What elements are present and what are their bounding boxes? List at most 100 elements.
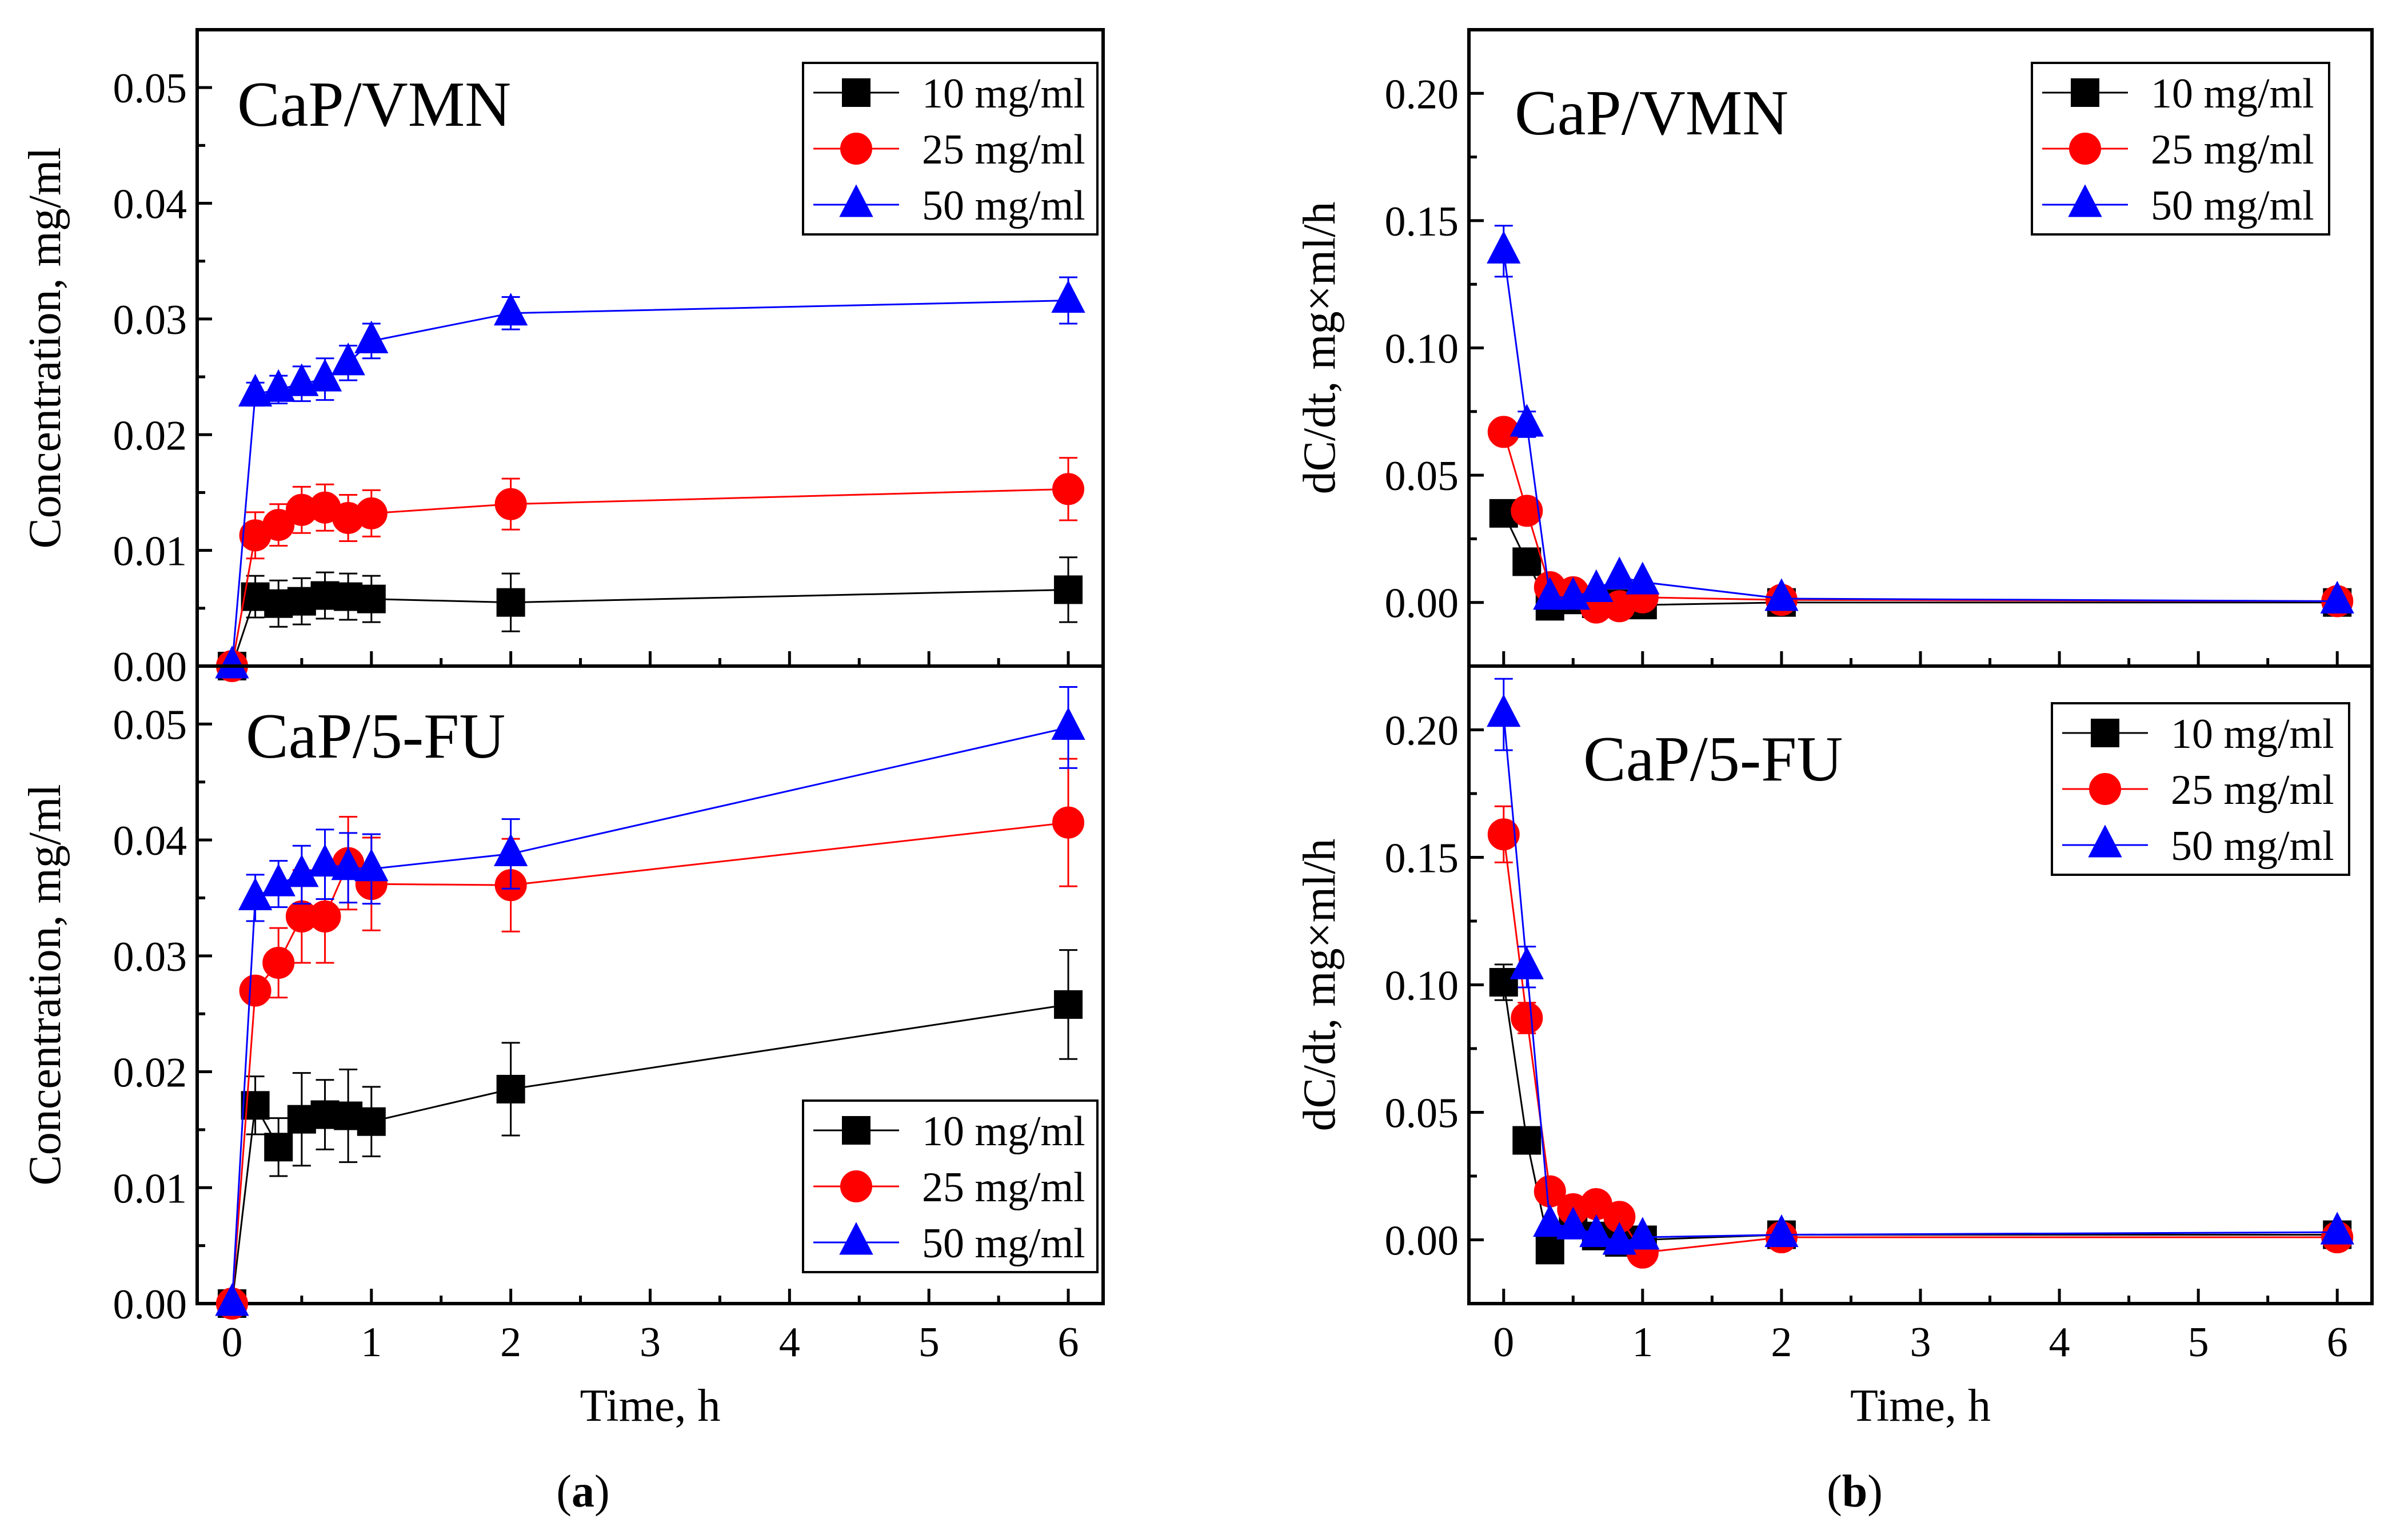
data-point	[494, 293, 528, 326]
y-tick-label: 0.00	[113, 1281, 187, 1328]
data-point	[1556, 1206, 1590, 1240]
y-tick-label: 0.00	[1385, 1218, 1459, 1265]
data-point	[1052, 806, 1085, 839]
x-tick-label: 1	[361, 1319, 382, 1366]
panel-title: CaP/VMN	[1515, 78, 1788, 149]
legend-marker	[840, 1170, 872, 1202]
chart-a-bottom: 0.00 0.01 0.02 0.03 0.04 0.05 0 1 2 3 4 5 6 Time, h Co…	[20, 664, 1105, 1431]
chart-a-top: 0.00 0.01 0.02 0.03 0.04 0.05 Concentration, m…	[20, 28, 1105, 691]
x-tick-label: 0	[1493, 1319, 1514, 1366]
data-point	[2320, 1212, 2354, 1245]
data-point	[2320, 580, 2354, 613]
data-point	[1054, 990, 1083, 1019]
data-point	[1511, 495, 1543, 527]
caption-b: (b)	[1827, 1467, 1883, 1517]
x-tick-label: 0	[221, 1319, 242, 1366]
chart-b-bottom: 0.00 0.05 0.10 0.15 0.20 0 1 2 3 4 5 6 Time, h dC/dt,…	[1295, 664, 2374, 1431]
panel-title: CaP/5-FU	[246, 701, 505, 772]
legend-label: 50 mg/ml	[2151, 182, 2314, 229]
data-point	[1579, 1214, 1614, 1248]
y-tick-label: 0.15	[1385, 835, 1459, 882]
data-point	[1487, 230, 1521, 264]
data-point	[1511, 1002, 1543, 1034]
y-tick-label: 0.04	[113, 818, 187, 864]
legend-label: 50 mg/ml	[922, 182, 1085, 229]
x-tick-label: 2	[500, 1319, 521, 1366]
data-point	[1051, 707, 1085, 740]
x-tick-label: 6	[2327, 1319, 2348, 1366]
data-point	[215, 1283, 249, 1316]
series-line	[1503, 834, 2338, 1254]
data-point	[1512, 547, 1542, 576]
data-point	[496, 588, 525, 617]
data-point	[262, 509, 295, 541]
caption-a-letter: a	[572, 1467, 594, 1517]
legend-marker	[839, 1222, 873, 1255]
data-point	[1602, 556, 1636, 589]
data-point	[1054, 575, 1083, 604]
legend-marker	[2068, 184, 2102, 217]
data-point	[354, 848, 389, 882]
y-tick-label: 0.03	[113, 297, 187, 344]
y-axis-title: Concentration, mg/ml	[20, 147, 70, 548]
data-point	[261, 369, 295, 402]
x-axis-title: Time, h	[1850, 1381, 1991, 1431]
legend-marker	[839, 184, 873, 217]
legend-marker	[2089, 773, 2121, 805]
data-point	[239, 974, 271, 1007]
data-point	[496, 1074, 525, 1103]
legend-marker	[2069, 133, 2101, 165]
data-point	[285, 854, 319, 887]
x-axis-title: Time, h	[580, 1381, 720, 1431]
y-tick-label: 0.04	[113, 181, 187, 228]
data-point	[1510, 946, 1544, 979]
y-tick-label: 0.05	[113, 702, 187, 748]
data-point	[1051, 280, 1085, 313]
data-point	[1510, 404, 1544, 437]
caption-b-letter: b	[1842, 1467, 1868, 1517]
y-tick-label: 0.03	[113, 934, 187, 981]
legend-label: 10 mg/ml	[2171, 711, 2334, 758]
y-tick-label: 0.01	[113, 528, 187, 575]
y-axis-title: dC/dt, mg×ml/h	[1295, 839, 1345, 1131]
legend-label: 25 mg/ml	[2171, 767, 2334, 814]
data-point	[285, 363, 319, 396]
data-point	[1626, 1217, 1660, 1250]
caption-a: (a)	[556, 1467, 609, 1517]
data-point	[309, 900, 341, 933]
data-point	[215, 646, 249, 679]
legend: 10 mg/ml 25 mg/ml 50 mg/ml	[2051, 702, 2350, 876]
x-tick-label: 5	[2188, 1319, 2209, 1366]
y-tick-label: 0.10	[1385, 963, 1459, 1010]
data-point	[355, 497, 388, 529]
panel-title: CaP/VMN	[237, 69, 511, 140]
data-point	[238, 373, 273, 407]
legend-marker	[840, 133, 872, 165]
y-tick-label: 0.20	[1385, 708, 1459, 755]
data-point	[357, 1107, 386, 1136]
y-tick-label: 0.02	[113, 1050, 187, 1097]
y-tick-label: 0.02	[113, 412, 187, 459]
data-point	[1626, 561, 1660, 595]
series-2	[215, 276, 1085, 679]
panel-title: CaP/5-FU	[1583, 724, 1843, 795]
legend-marker	[2088, 824, 2122, 858]
y-tick-label: 0.10	[1385, 326, 1459, 373]
data-point	[1764, 578, 1799, 611]
x-tick-label: 3	[640, 1319, 661, 1366]
legend-label: 50 mg/ml	[2171, 823, 2334, 870]
legend-marker	[842, 78, 870, 107]
x-tick-label: 6	[1058, 1319, 1079, 1366]
legend: 10 mg/ml 25 mg/ml 50 mg/ml	[802, 62, 1099, 236]
data-point	[494, 833, 528, 866]
data-point	[262, 946, 295, 979]
y-tick-label: 0.00	[1385, 580, 1459, 627]
plots-layer: 0.00 0.01 0.02 0.03 0.04 0.05 Concentration, m…	[20, 28, 2374, 1431]
legend-label: 10 mg/ml	[922, 1108, 1085, 1155]
legend-marker	[2071, 78, 2099, 107]
x-tick-label: 5	[919, 1319, 940, 1366]
y-tick-label: 0.00	[113, 644, 187, 691]
legend-label: 10 mg/ml	[922, 70, 1085, 117]
legend-marker	[2091, 719, 2119, 747]
